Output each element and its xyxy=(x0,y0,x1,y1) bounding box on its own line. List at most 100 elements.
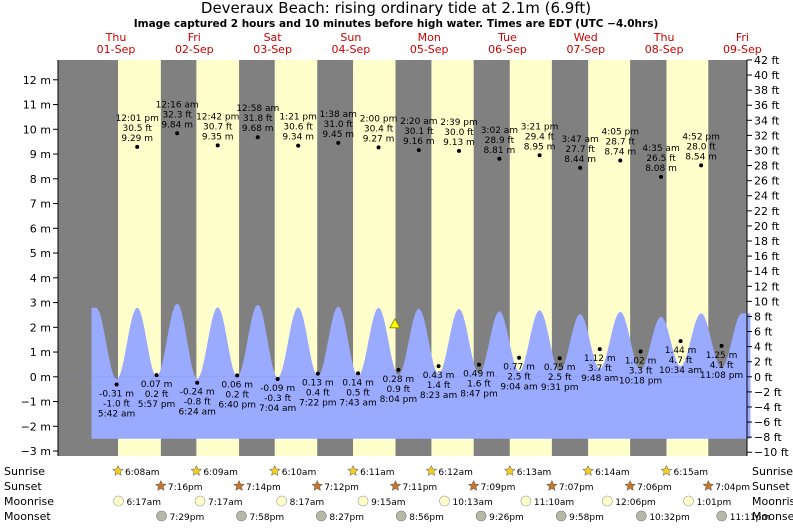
tide-m-label: 0.49 m xyxy=(463,370,495,380)
y-left-tick-label: −2 m xyxy=(21,420,51,433)
moonset-time: 8:27pm xyxy=(329,513,364,523)
tide-m-label: 8.44 m xyxy=(564,155,596,165)
tide-m-label: 0.06 m xyxy=(221,380,253,390)
tide-m-label: -0.24 m xyxy=(180,388,215,398)
moonset-time: 11:11pm xyxy=(730,513,770,523)
y-right-tick-label: 24 ft xyxy=(754,190,780,203)
y-left-tick-label: −1 m xyxy=(21,396,51,409)
day-name: Sun xyxy=(340,31,361,44)
moonset-icon xyxy=(716,510,728,522)
moonset-time: 8:56pm xyxy=(409,513,444,523)
tide-m-label: 8.74 m xyxy=(604,147,636,157)
high-tide-point xyxy=(456,148,461,153)
sunset-icon xyxy=(311,479,324,491)
y-right-tick-label: −4 ft xyxy=(754,401,782,414)
high-tide-point xyxy=(618,158,623,163)
sunrise-time: 6:12am xyxy=(438,468,473,478)
day-date: 02-Sep xyxy=(175,43,214,56)
tide-ft-label: 31.8 ft xyxy=(243,114,273,124)
day-name: Thu xyxy=(653,31,675,44)
tide-area xyxy=(91,303,751,439)
y-right-tick-label: 8 ft xyxy=(754,310,773,323)
y-right-tick-label: 20 ft xyxy=(754,220,780,233)
tide-m-label: 9.29 m xyxy=(121,134,153,144)
sunset-time: 7:14pm xyxy=(246,483,281,493)
y-right-tick-label: −8 ft xyxy=(754,431,782,444)
moonrise-icon xyxy=(113,495,124,507)
y-right-tick-label: 40 ft xyxy=(754,69,780,82)
tide-time-label: 3:02 am xyxy=(481,126,518,136)
y-right-tick-label: −10 ft xyxy=(754,446,789,459)
tide-time-label: 3:47 am xyxy=(561,135,598,145)
tide-time-label: 1:21 pm xyxy=(279,113,317,123)
tide-time-label: 5:42 am xyxy=(98,409,135,419)
tide-m-label: 8.54 m xyxy=(685,152,717,162)
day-name: Fri xyxy=(188,31,201,44)
tide-ft-label: 30.4 ft xyxy=(364,124,394,134)
tide-m-label: 8.08 m xyxy=(645,164,677,174)
sunset-time: 7:06pm xyxy=(637,483,672,493)
tide-ft-label: 32.3 ft xyxy=(162,110,192,120)
sunset-icon xyxy=(702,479,715,491)
y-left-tick-label: 8 m xyxy=(30,173,51,186)
tide-time-label: 5:57 pm xyxy=(138,400,176,410)
day-name: Fri xyxy=(736,31,749,44)
tide-ft-label: 0.2 ft xyxy=(145,390,169,400)
tide-m-label: 0.07 m xyxy=(141,380,173,390)
y-right-tick-label: 34 ft xyxy=(754,114,780,127)
y-right-tick-label: 36 ft xyxy=(754,99,780,112)
day-name: Tue xyxy=(497,31,517,44)
moonset-time: 9:58pm xyxy=(569,513,604,523)
sunrise-icon xyxy=(503,464,516,476)
sunrise-time: 6:09am xyxy=(203,468,238,478)
tide-ft-label: 1.6 ft xyxy=(467,380,491,390)
tide-m-label: 9.84 m xyxy=(161,120,193,130)
y-left-tick-label: 11 m xyxy=(23,99,51,112)
y-right-tick-label: 28 ft xyxy=(754,160,780,173)
tide-ft-label: 0.2 ft xyxy=(225,390,249,400)
tide-ft-label: 0.9 ft xyxy=(387,385,411,395)
day-name: Thu xyxy=(105,31,127,44)
tide-time-label: 4:35 am xyxy=(642,144,679,154)
y-left-tick-label: 6 m xyxy=(30,222,51,235)
tide-m-label: 0.75 m xyxy=(544,363,576,373)
y-right-tick-label: −2 ft xyxy=(754,386,782,399)
tide-ft-label: 2.5 ft xyxy=(507,373,531,383)
moonrise-time: 7:17am xyxy=(208,498,243,508)
tide-ft-label: 30.5 ft xyxy=(122,124,152,134)
low-tide-point xyxy=(154,373,159,378)
tide-m-label: 9.34 m xyxy=(282,133,314,143)
sunrise-time: 6:11am xyxy=(360,468,395,478)
moonset-time: 9:26pm xyxy=(489,513,524,523)
y-left-tick-label: 1 m xyxy=(30,346,51,359)
tide-ft-label: 1.4 ft xyxy=(427,381,451,391)
tide-ft-label: 26.5 ft xyxy=(646,154,676,164)
tide-ft-label: -0.8 ft xyxy=(184,398,211,408)
y-right-tick-label: 0 ft xyxy=(754,371,773,384)
high-tide-point xyxy=(537,153,542,158)
row-label-right-moonset: Moonset xyxy=(752,510,793,523)
tide-time-label: 6:24 am xyxy=(179,408,216,418)
sunrise-icon xyxy=(582,464,595,476)
tide-m-label: 9.45 m xyxy=(322,130,354,140)
tide-time-label: 4:05 pm xyxy=(601,127,639,137)
row-label-left-moonrise: Moonrise xyxy=(4,495,54,508)
sunrise-time: 6:14am xyxy=(595,468,630,478)
tide-time-label: 7:22 pm xyxy=(299,399,337,409)
y-right-tick-label: 6 ft xyxy=(754,326,773,339)
y-right-tick-label: 26 ft xyxy=(754,175,780,188)
sunset-time: 7:04pm xyxy=(715,483,750,493)
moonset-icon xyxy=(555,510,567,522)
sunset-time: 7:12pm xyxy=(324,483,359,493)
tide-time-label: 11:08 pm xyxy=(700,371,743,381)
low-tide-point xyxy=(719,343,724,348)
moonrise-icon xyxy=(683,495,694,507)
sunset-icon xyxy=(154,479,167,491)
sunrise-icon xyxy=(347,464,359,476)
tide-ft-label: 4.1 ft xyxy=(710,361,734,371)
moonset-icon xyxy=(636,510,647,522)
low-tide-point xyxy=(638,349,643,354)
tide-m-label: 0.77 m xyxy=(503,363,535,373)
low-tide-point xyxy=(436,364,441,369)
